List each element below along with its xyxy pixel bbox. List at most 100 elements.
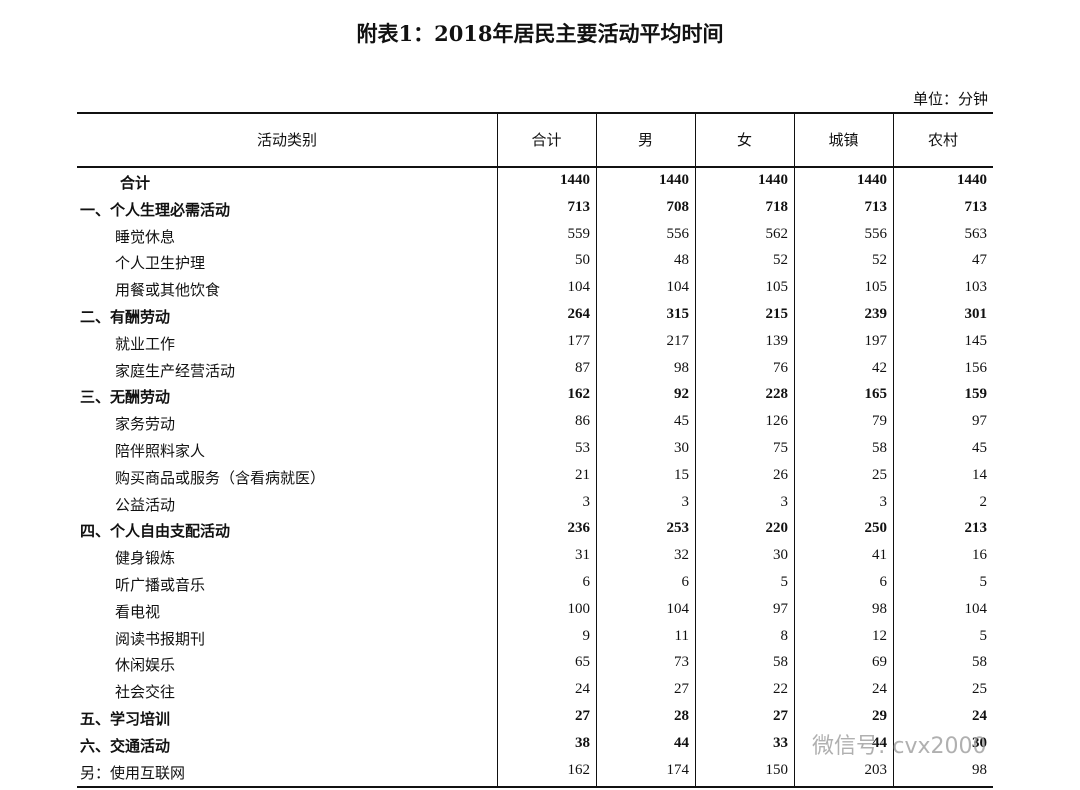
cell: 174 — [666, 761, 690, 778]
cell: 31 — [575, 547, 590, 564]
row-label: 家庭生产经营活动 — [115, 361, 236, 380]
cell: 73 — [674, 654, 689, 671]
cell: 14 — [972, 466, 987, 483]
cell: 42 — [872, 359, 887, 376]
cell: 126 — [765, 413, 789, 430]
cell: 104 — [964, 600, 988, 617]
col-line — [596, 112, 597, 787]
cell: 177 — [567, 332, 591, 349]
cell: 30 — [972, 734, 987, 751]
cell: 159 — [964, 386, 988, 403]
cell: 556 — [666, 225, 690, 242]
row-label: 阅读书报期刊 — [115, 629, 206, 648]
cell: 30 — [674, 440, 689, 456]
row-label: 二、有酬劳动 — [80, 308, 171, 326]
row-label: 一、个人生理必需活动 — [80, 200, 231, 219]
cell: 32 — [674, 547, 689, 564]
cell: 69 — [872, 654, 887, 671]
cell: 215 — [765, 306, 789, 322]
col-line — [794, 112, 795, 787]
row-label: 公益活动 — [115, 495, 176, 514]
cell: 713 — [964, 198, 988, 215]
cell: 21 — [575, 466, 590, 483]
row-label: 听广播或音乐 — [115, 576, 206, 594]
cell: 22 — [773, 681, 788, 698]
row-label: 购买商品或服务（含看病就医） — [115, 468, 326, 487]
cell: 556 — [864, 225, 888, 242]
cell: 197 — [864, 332, 888, 349]
cell: 162 — [567, 761, 591, 778]
col-line — [893, 112, 894, 787]
cell: 213 — [964, 520, 988, 537]
column-header: 城镇 — [828, 131, 859, 149]
row-label: 六、交通活动 — [80, 736, 171, 755]
cell: 44 — [872, 734, 887, 751]
cell: 48 — [674, 252, 689, 269]
cell: 97 — [972, 413, 987, 430]
cell: 9 — [582, 627, 591, 644]
cell: 150 — [765, 761, 789, 778]
cell: 104 — [666, 279, 690, 296]
cell: 76 — [773, 359, 788, 376]
cell: 5 — [780, 574, 789, 590]
cell: 562 — [765, 225, 789, 242]
cell: 559 — [567, 225, 591, 242]
row-label: 用餐或其他饮食 — [115, 281, 221, 300]
cell: 236 — [567, 520, 591, 537]
cell: 41 — [872, 547, 887, 564]
row-label: 四、个人自由支配活动 — [80, 522, 231, 541]
row-label: 三、无酬劳动 — [80, 388, 171, 407]
cell: 104 — [666, 600, 690, 617]
cell: 301 — [964, 306, 988, 322]
row-label: 社会交往 — [115, 683, 176, 702]
rule — [77, 112, 993, 114]
column-header: 农村 — [927, 131, 958, 149]
cell: 26 — [773, 466, 788, 483]
cell: 47 — [972, 252, 987, 269]
cell: 30 — [773, 547, 788, 564]
rule — [77, 166, 993, 168]
cell: 6 — [879, 574, 888, 590]
column-header: 活动类别 — [256, 131, 317, 149]
cell: 2 — [979, 493, 988, 510]
row-label: 陪伴照料家人 — [115, 442, 206, 460]
cell: 708 — [666, 198, 690, 215]
cell: 3 — [879, 493, 888, 510]
cell: 1440 — [957, 172, 987, 188]
cell: 38 — [575, 734, 590, 751]
row-label: 休闲娱乐 — [115, 656, 176, 675]
cell: 87 — [575, 359, 590, 376]
cell: 718 — [765, 198, 789, 215]
cell: 253 — [666, 520, 690, 537]
cell: 58 — [773, 654, 788, 671]
row-label: 合计 — [120, 174, 151, 192]
watermark: 微信号: cvx2000 — [812, 734, 987, 759]
cell: 217 — [666, 332, 690, 349]
cell: 100 — [567, 600, 591, 617]
row-label: 家务劳动 — [115, 415, 176, 434]
cell: 162 — [567, 386, 591, 403]
cell: 65 — [575, 654, 590, 671]
row-label: 五、学习培训 — [80, 710, 171, 728]
cell: 563 — [964, 225, 988, 242]
cell: 104 — [567, 279, 591, 296]
column-header: 女 — [736, 131, 752, 149]
cell: 45 — [674, 413, 689, 430]
row-label: 另：使用互联网 — [80, 763, 186, 782]
cell: 27 — [674, 681, 689, 698]
cell: 29 — [872, 708, 887, 724]
cell: 97 — [773, 600, 788, 617]
cell: 33 — [773, 734, 788, 751]
cell: 24 — [872, 681, 887, 698]
cell: 28 — [674, 708, 689, 724]
cell: 713 — [864, 198, 888, 215]
cell: 25 — [872, 466, 887, 483]
row-label: 看电视 — [115, 602, 161, 621]
column-header: 男 — [637, 131, 653, 149]
cell: 24 — [972, 708, 987, 724]
cell: 98 — [674, 359, 689, 376]
cell: 3 — [582, 493, 591, 510]
cell: 156 — [964, 359, 988, 376]
row-label: 个人卫生护理 — [115, 254, 206, 273]
